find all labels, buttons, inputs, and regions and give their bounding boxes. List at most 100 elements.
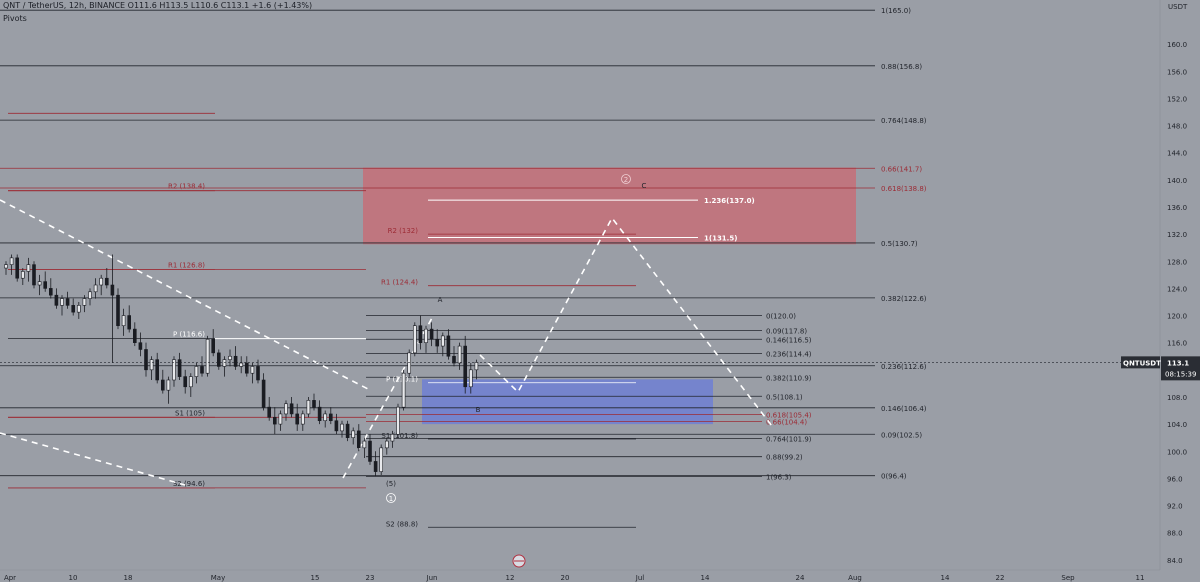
candle-body [121, 315, 126, 327]
candle-body [32, 264, 36, 286]
y-tick-label: 108.0 [1167, 394, 1187, 402]
candle-body [317, 406, 322, 422]
wave-label-2: 2 [624, 176, 628, 184]
y-tick-label: 96.0 [1167, 475, 1183, 483]
wave-circle-2 [621, 174, 631, 184]
candle-body [233, 355, 238, 367]
y-axis-panel [1160, 0, 1200, 582]
x-tick-label: 18 [124, 574, 133, 582]
y-tick-label: 148.0 [1167, 123, 1187, 131]
fib-mid-label: 0.764(101.9) [766, 435, 812, 443]
candle-body [149, 359, 154, 371]
candle-body [396, 406, 400, 435]
candle-body [424, 328, 428, 343]
candle-body [161, 379, 165, 391]
pivot-right-label: R1 (124.4) [381, 279, 418, 287]
candle-body [228, 355, 232, 360]
candle-body [272, 417, 277, 425]
fib-mid-label: 0.382(110.9) [766, 374, 812, 382]
pivot-right-label: S1 (101.8) [381, 432, 418, 440]
candle-body [99, 277, 103, 286]
candle-body [77, 305, 81, 313]
x-tick-label: 24 [796, 574, 805, 582]
price-tag-bg [1161, 356, 1200, 381]
fib-mid-label: 1(96.3) [766, 473, 792, 481]
y-tick-label: 152.0 [1167, 95, 1187, 103]
y-tick-label: 92.0 [1167, 503, 1183, 511]
y-tick-label: 136.0 [1167, 204, 1187, 212]
x-tick-label: 11 [1136, 574, 1145, 582]
candle-body [172, 359, 176, 381]
fib-mid-label: 0.09(117.8) [766, 327, 807, 335]
x-tick-label: Jun [426, 574, 438, 582]
fib-level-label: 0.88(156.8) [881, 63, 922, 71]
y-tick-label: 84.0 [1167, 557, 1183, 565]
red-target-zone [363, 167, 856, 245]
candle-body [48, 288, 53, 296]
candle-body [412, 325, 417, 354]
candle-body [446, 335, 451, 357]
candle-body [116, 294, 120, 327]
y-tick-label: 88.0 [1167, 530, 1183, 538]
y-tick-label: 140.0 [1167, 177, 1187, 185]
trendline-low [0, 432, 186, 486]
fib-level-label: 0(96.4) [881, 473, 907, 481]
candle-body [200, 366, 204, 374]
candle-body [368, 440, 372, 462]
y-tick-label: 132.0 [1167, 231, 1187, 239]
candle-body [356, 430, 361, 449]
candle-body [407, 352, 412, 374]
candle-body [205, 338, 210, 374]
pivot-right-label: S2 (88.8) [386, 520, 418, 528]
y-tick-label: 100.0 [1167, 448, 1187, 456]
candle-body [65, 298, 70, 306]
candle-body [211, 338, 215, 354]
pivot-left-label: S2 (94.6) [173, 480, 205, 488]
wave-label-b: B [476, 406, 481, 414]
y-tick-label: 116.0 [1167, 340, 1187, 348]
x-tick-label: 12 [506, 574, 515, 582]
pivot-left-label: R1 (126.8) [168, 261, 205, 269]
wave-projection [479, 216, 773, 427]
indicator-label[interactable]: Pivots [3, 14, 27, 23]
wave-circle-1 [386, 493, 396, 503]
candle-body [418, 325, 423, 343]
candle-body [362, 440, 367, 449]
fib-mid-label: 0.618(105.4) [766, 412, 812, 420]
extension-label: 1.236(137.0) [704, 197, 755, 205]
symbol-tag: QNTUSDT [1123, 359, 1161, 367]
wave-label-a: A [438, 296, 443, 304]
candle-body [82, 298, 87, 306]
candle-body [138, 342, 143, 350]
x-tick-label: 15 [311, 574, 320, 582]
candle-body [26, 264, 31, 272]
pivot-left-label: P (116.6) [173, 331, 205, 339]
candle-body [468, 369, 473, 388]
wave-impulse [342, 317, 433, 479]
fib-mid-label: 0.146(116.5) [766, 336, 812, 344]
candle-body [110, 284, 115, 296]
candle-body [334, 420, 339, 432]
candle-body [88, 291, 92, 299]
y-tick-label: 120.0 [1167, 313, 1187, 321]
fib-level-label: 1(165.0) [881, 7, 911, 15]
candle-body [60, 298, 64, 306]
symbol-tag-bg [1121, 356, 1160, 369]
candle-body [71, 305, 75, 313]
candle-body [105, 277, 109, 286]
candle-body [37, 281, 42, 286]
fib-level-label: 0.146(106.4) [881, 405, 927, 413]
candle-body [177, 359, 182, 377]
candle-body [239, 362, 243, 367]
pivot-right-label: R2 (132) [388, 227, 419, 235]
fib-level-label: 0.618(138.8) [881, 185, 927, 193]
x-tick-label: Apr [4, 574, 16, 582]
x-tick-label: Sep [1061, 574, 1075, 582]
candle-body [463, 345, 468, 388]
candle-body [93, 284, 98, 293]
candle-body [351, 430, 356, 438]
candle-body [127, 315, 131, 330]
fib-mid-label: 0.5(108.1) [766, 393, 803, 401]
